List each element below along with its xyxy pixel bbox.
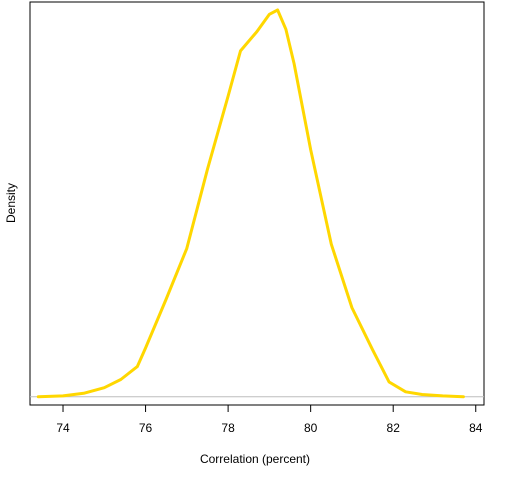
y-axis-label: Density bbox=[4, 183, 18, 223]
x-tick-label: 74 bbox=[56, 421, 70, 435]
x-tick-label: 76 bbox=[139, 421, 153, 435]
x-axis-ticks: 74 76 78 80 82 84 bbox=[56, 405, 483, 435]
density-series-line bbox=[36, 8, 465, 399]
x-axis-label: Correlation (percent) bbox=[200, 452, 310, 466]
x-tick-label: 84 bbox=[469, 421, 483, 435]
x-tick-label: 82 bbox=[387, 421, 401, 435]
x-tick-label: 78 bbox=[221, 421, 235, 435]
plot-frame bbox=[29, 1, 485, 406]
x-tick-label: 80 bbox=[304, 421, 318, 435]
